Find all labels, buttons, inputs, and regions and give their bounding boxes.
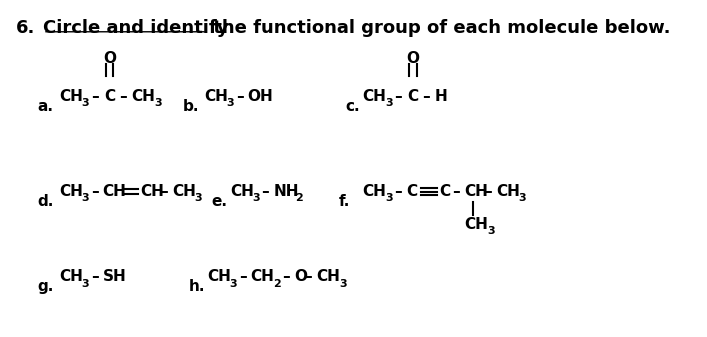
- Text: –: –: [119, 89, 127, 104]
- Text: 3: 3: [487, 226, 495, 236]
- Text: –: –: [262, 184, 269, 199]
- Text: –: –: [304, 270, 312, 284]
- Text: a.: a.: [37, 98, 53, 114]
- Text: –: –: [423, 89, 431, 104]
- Text: CH: CH: [204, 89, 228, 104]
- Text: NH: NH: [274, 184, 299, 199]
- Text: c.: c.: [346, 98, 360, 114]
- Text: 3: 3: [227, 98, 235, 108]
- Text: C: C: [407, 184, 417, 199]
- Text: Circle and identify: Circle and identify: [43, 19, 228, 37]
- Text: 3: 3: [385, 98, 392, 108]
- Text: 3: 3: [82, 193, 89, 203]
- Text: –: –: [394, 89, 402, 104]
- Text: CH: CH: [132, 89, 155, 104]
- Text: OH: OH: [247, 89, 274, 104]
- Text: 2: 2: [295, 193, 303, 203]
- Text: CH: CH: [59, 270, 83, 284]
- Text: CH: CH: [496, 184, 520, 199]
- Text: 3: 3: [154, 98, 162, 108]
- Text: CH: CH: [251, 270, 274, 284]
- Text: –: –: [394, 184, 402, 199]
- Text: –: –: [282, 270, 290, 284]
- Text: 3: 3: [519, 193, 526, 203]
- Text: –: –: [452, 184, 460, 199]
- Text: e.: e.: [212, 194, 228, 209]
- Text: h.: h.: [189, 279, 206, 294]
- Text: 2: 2: [274, 279, 281, 288]
- Text: –: –: [160, 184, 168, 199]
- Text: 3: 3: [339, 279, 346, 288]
- Text: O: O: [407, 51, 419, 66]
- Text: 3: 3: [230, 279, 238, 288]
- Text: b.: b.: [183, 98, 199, 114]
- Text: CH: CH: [59, 184, 83, 199]
- Text: CH: CH: [464, 184, 488, 199]
- Text: –: –: [235, 89, 243, 104]
- Text: C: C: [439, 184, 450, 199]
- Text: 6.: 6.: [16, 19, 35, 37]
- Text: O: O: [294, 270, 308, 284]
- Text: 3: 3: [252, 193, 260, 203]
- Text: C: C: [407, 89, 419, 104]
- Text: C: C: [104, 89, 115, 104]
- Text: 3: 3: [385, 193, 392, 203]
- Text: CH: CH: [316, 270, 340, 284]
- Text: CH: CH: [140, 184, 164, 199]
- Text: d.: d.: [37, 194, 53, 209]
- Text: f.: f.: [339, 194, 350, 209]
- Text: –: –: [90, 270, 98, 284]
- Text: –: –: [484, 184, 492, 199]
- Text: CH: CH: [362, 89, 386, 104]
- Text: 3: 3: [82, 98, 89, 108]
- Text: O: O: [103, 51, 116, 66]
- Text: CH: CH: [464, 217, 488, 232]
- Text: 3: 3: [194, 193, 202, 203]
- Text: CH: CH: [207, 270, 231, 284]
- Text: g.: g.: [37, 279, 53, 294]
- Text: CH: CH: [59, 89, 83, 104]
- Text: CH: CH: [103, 184, 127, 199]
- Text: H: H: [435, 89, 448, 104]
- Text: the functional group of each molecule below.: the functional group of each molecule be…: [207, 19, 670, 37]
- Text: SH: SH: [103, 270, 127, 284]
- Text: –: –: [90, 89, 98, 104]
- Text: CH: CH: [172, 184, 196, 199]
- Text: CH: CH: [230, 184, 254, 199]
- Text: –: –: [239, 270, 247, 284]
- Text: –: –: [90, 184, 98, 199]
- Text: 3: 3: [82, 279, 89, 288]
- Text: CH: CH: [362, 184, 386, 199]
